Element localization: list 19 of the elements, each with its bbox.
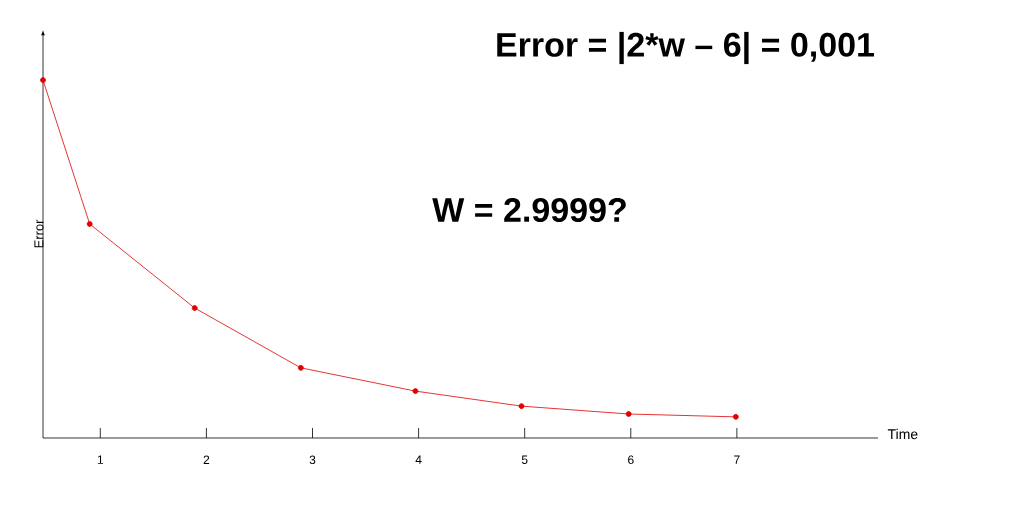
text: Error = |2*w – 6| = 0,001 (497, 31, 875, 65)
point (518, 403, 525, 410)
point (297, 364, 304, 371)
point (86, 221, 93, 227)
x-tick-label: 7 (734, 455, 740, 464)
x-tick-label: 2 (203, 455, 210, 464)
point (625, 411, 632, 417)
point (412, 388, 419, 394)
x-tick-label: 1 (97, 455, 104, 464)
x-tick-label: 3 (309, 455, 316, 465)
x-tick-label: 4 (415, 455, 422, 464)
point (191, 305, 198, 311)
annotation: W = 2.9999? (432, 197, 626, 223)
point (40, 77, 46, 83)
x-tick-label: 6 (628, 455, 634, 465)
y-axis-title: Error (34, 219, 44, 248)
x-tick-label: 5 (521, 455, 528, 464)
point (732, 413, 739, 420)
x-axis-title: Time (887, 428, 918, 440)
